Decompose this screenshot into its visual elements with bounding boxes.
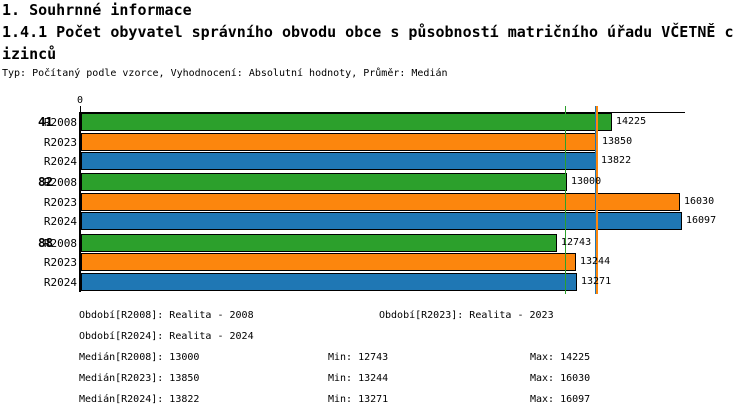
series-label: R2008: [43, 236, 77, 250]
group-label: 88: [37, 234, 53, 250]
series-label: R2023: [43, 195, 77, 209]
bar-value-label: 13244: [580, 256, 611, 267]
chart-title-line2: izinců: [2, 45, 57, 63]
series-label: R2008: [43, 176, 77, 189]
median-line-r2024: [595, 106, 597, 294]
bar-value-label: 12743: [561, 236, 592, 248]
bar-82-r2023: [81, 192, 680, 211]
series-label: R2024: [43, 155, 77, 168]
legend-max-r2024: Max: 16097: [530, 394, 591, 405]
legend-period-r2023: Období[R2023]: Realita - 2023: [379, 310, 554, 321]
legend-max-r2023: Max: 16030: [530, 373, 591, 384]
series-label: R2024: [43, 275, 77, 289]
legend-period-r2008: Období[R2008]: Realita - 2008: [79, 310, 254, 321]
bar-41-r2023: [81, 132, 598, 151]
legend-median-r2024: Medián[R2024]: 13822: [79, 394, 200, 405]
series-label: R2024: [43, 215, 77, 228]
group-label: 41: [37, 114, 53, 129]
chart-title-line1: 1.4.1 Počet obyvatel správního obvodu ob…: [2, 23, 734, 41]
bar-88-r2023: [81, 253, 576, 271]
bar-41-r2008: [81, 113, 612, 131]
legend-max-r2008: Max: 14225: [530, 352, 591, 363]
legend-min-r2024: Min: 13271: [328, 394, 389, 405]
chart-meta-line: Typ: Počítaný podle vzorce, Vyhodnocení:…: [2, 68, 448, 79]
x-axis-zero-tick: [79, 106, 81, 112]
legend-median-r2008: Medián[R2008]: 13000: [79, 352, 200, 363]
x-axis-zero-label: 0: [76, 95, 84, 106]
bar-value-label: 13850: [602, 135, 633, 147]
median-line-r2023: [596, 106, 598, 294]
legend-min-r2008: Min: 12743: [328, 352, 389, 363]
bar-41-r2024: [81, 152, 597, 170]
bar-value-label: 13822: [601, 155, 632, 166]
bar-value-label: 16097: [686, 215, 717, 226]
legend-median-r2023: Medián[R2023]: 13850: [79, 373, 200, 384]
x-axis-line: [80, 112, 685, 113]
y-axis-line: [79, 112, 81, 292]
bar-value-label: 13000: [571, 176, 602, 187]
legend-min-r2023: Min: 13244: [328, 373, 389, 384]
series-label: R2023: [43, 256, 77, 269]
bar-82-r2008: [81, 173, 567, 191]
bar-82-r2024: [81, 212, 682, 230]
legend-period-r2024: Období[R2024]: Realita - 2024: [79, 331, 254, 342]
bar-88-r2008: [81, 233, 557, 252]
bar-value-label: 14225: [616, 116, 647, 127]
series-label: R2023: [43, 135, 77, 149]
page-title: 1. Souhrnné informace: [2, 1, 192, 19]
bar-value-label: 13271: [581, 275, 612, 287]
bar-88-r2024: [81, 272, 577, 291]
group-label: 82: [37, 174, 53, 189]
median-line-r2008: [564, 106, 567, 294]
series-label: R2008: [43, 116, 77, 129]
bar-value-label: 16030: [684, 195, 715, 207]
